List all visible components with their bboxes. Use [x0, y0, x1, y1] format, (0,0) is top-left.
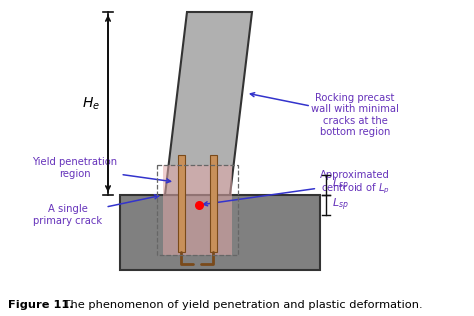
Text: $H_e$: $H_e$: [82, 95, 100, 112]
Text: Rocking precast
wall with minimal
cracks at the
bottom region: Rocking precast wall with minimal cracks…: [250, 93, 399, 137]
Bar: [178, 155, 185, 252]
Text: Figure 11.: Figure 11.: [8, 300, 73, 310]
Polygon shape: [165, 12, 252, 195]
Bar: [210, 155, 217, 252]
Text: Approximated
centroid of $L_p$: Approximated centroid of $L_p$: [203, 170, 390, 206]
Bar: [120, 195, 320, 270]
Text: $L_{sp}$: $L_{sp}$: [332, 177, 349, 193]
Text: Yield penetration
region: Yield penetration region: [32, 157, 171, 183]
Bar: [157, 165, 238, 255]
Text: A single
primary crack: A single primary crack: [34, 195, 159, 226]
Polygon shape: [163, 165, 232, 255]
Text: The phenomenon of yield penetration and plastic deformation.: The phenomenon of yield penetration and …: [60, 300, 423, 310]
Text: $L_{sp}$: $L_{sp}$: [332, 197, 349, 213]
